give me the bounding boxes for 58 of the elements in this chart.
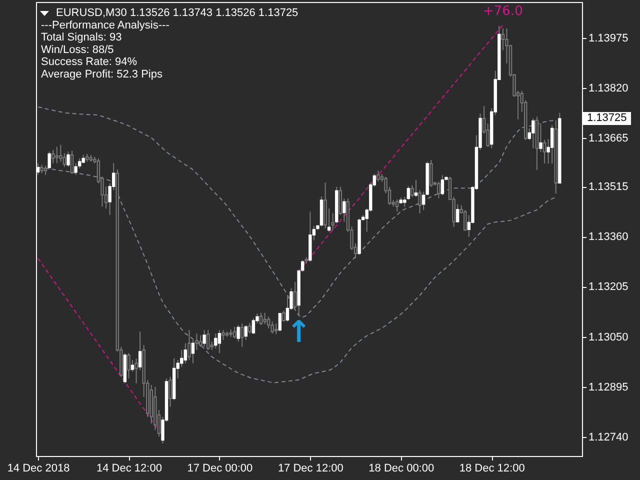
candlestick [266, 316, 270, 329]
x-tick-label: 17 Dec 00:00 [187, 462, 253, 474]
candlestick [70, 150, 74, 174]
candlestick [202, 329, 206, 348]
y-tick-label: 1.13515 [588, 181, 628, 194]
candlestick [240, 323, 244, 348]
annotation: ---Performance Analysis--- [41, 20, 170, 32]
candlestick [218, 329, 222, 354]
x-tick-label: 18 Dec 12:00 [459, 462, 525, 474]
y-tick-label: 1.13360 [588, 231, 628, 244]
candlestick [55, 146, 58, 164]
annotation: Average Profit: 52.3 Pips [41, 68, 163, 80]
x-tick-label: 14 Dec 12:00 [96, 462, 162, 474]
candlestick [263, 312, 266, 325]
candlestick [244, 324, 248, 340]
y-tick-label: 1.12895 [588, 381, 628, 394]
x-tick-label: 14 Dec 2018 [7, 462, 70, 474]
x-tick-label: 18 Dec 00:00 [368, 462, 434, 474]
candlestick [191, 339, 195, 364]
candlestick [539, 123, 542, 152]
y-tick-label: 1.13975 [588, 32, 628, 44]
candlestick [440, 174, 444, 196]
candlestick [52, 149, 55, 164]
candlestick [396, 198, 399, 212]
candlestick [214, 333, 218, 349]
candlestick [542, 139, 546, 164]
y-tick-label: 1.13820 [588, 82, 628, 94]
chart-title: EURUSD,M30 1.13526 1.13743 1.13526 1.13725 [56, 7, 298, 19]
candlestick [274, 323, 278, 335]
annotation: Win/Loss: 88/5 [41, 44, 114, 56]
candlestick [293, 281, 297, 309]
y-tick-label: 1.13205 [588, 281, 628, 294]
candlestick [62, 152, 66, 168]
candlestick [188, 329, 191, 361]
annotation: Total Signals: 93 [41, 32, 122, 44]
line-series [38, 106, 556, 318]
y-tick-label: 1.12740 [588, 431, 628, 444]
annotation: ↑ [286, 315, 312, 350]
candlestick [430, 160, 433, 188]
text: 1.13725 [583, 112, 631, 126]
candlestick [232, 326, 236, 339]
candlestick [206, 329, 210, 351]
candlestick [270, 321, 274, 334]
candlestick [259, 312, 263, 326]
annotation: Success Rate: 94% [41, 56, 138, 68]
x-tick-label: 17 Dec 12:00 [278, 462, 344, 474]
candlestick [406, 186, 410, 201]
y-tick-label: 1.13665 [588, 132, 628, 145]
candlestick [44, 165, 48, 176]
candlestick [278, 312, 282, 332]
candlestick [127, 352, 130, 379]
candlestick [532, 118, 535, 149]
candlestick [437, 181, 440, 199]
candlestick [198, 334, 202, 348]
y-tick-label: 1.13050 [588, 331, 628, 344]
annotation: +76.0 [483, 4, 523, 19]
candlestick [286, 294, 290, 322]
candlestick [252, 318, 256, 335]
